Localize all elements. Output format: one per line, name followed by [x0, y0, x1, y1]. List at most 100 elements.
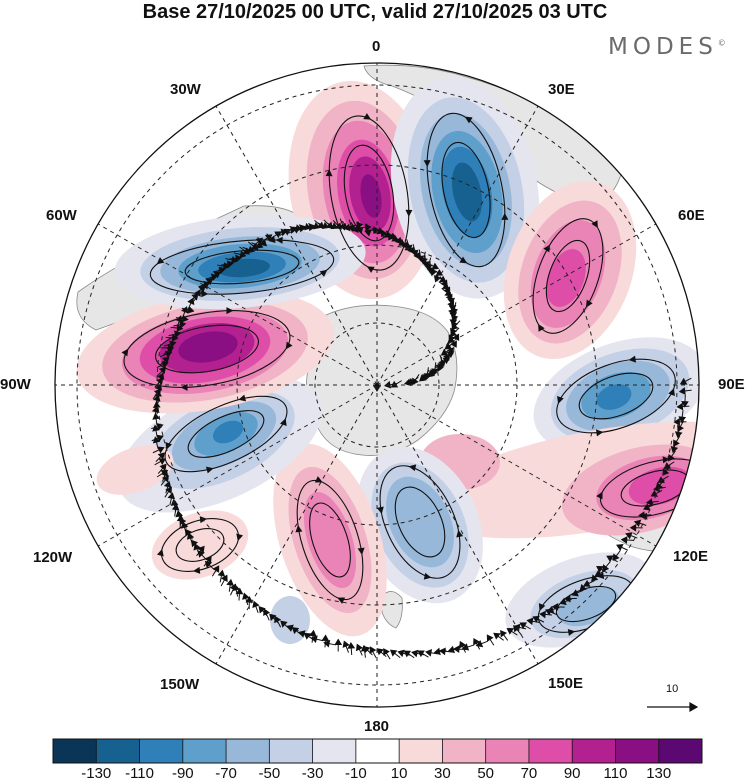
- wind-arrow: [151, 434, 164, 442]
- streamline-arrow: [236, 533, 244, 542]
- wind-arrow: [431, 362, 439, 376]
- streamline-loop: [123, 310, 291, 388]
- wind-arrow: [213, 266, 226, 275]
- wind-arrow: [426, 261, 435, 275]
- streamline-arrow: [538, 323, 545, 332]
- colorbar-swatch: [269, 739, 314, 763]
- wind-arrow: [571, 589, 584, 597]
- wind-arrow: [334, 638, 343, 652]
- wind-arrow: [546, 605, 560, 614]
- wind-arrow: [638, 511, 652, 520]
- streamline-arrow: [337, 597, 346, 604]
- wind-arrow: [673, 418, 687, 426]
- streamline-arrow: [295, 525, 303, 533]
- wind-arrow: [350, 222, 359, 233]
- wind-arrow: [203, 555, 212, 567]
- streamline-loop: [556, 358, 676, 434]
- wind-arrow: [220, 574, 228, 587]
- streamline-loop: [532, 218, 604, 334]
- wind-arrow: [596, 566, 608, 574]
- streamline-arrow: [423, 572, 432, 580]
- streamline-loop: [164, 395, 288, 473]
- wind-arrow: [298, 630, 311, 638]
- wind-arrow: [266, 233, 276, 244]
- wind-arrow: [326, 222, 339, 230]
- streamline-arrow: [280, 418, 287, 426]
- streamline-arrow: [165, 442, 172, 450]
- wind-arrow: [616, 543, 629, 552]
- wind-arrow: [157, 372, 165, 385]
- wind-arrow: [196, 545, 205, 557]
- wind-arrow: [364, 223, 372, 237]
- lat-lon-grid: [55, 63, 699, 707]
- wind-arrow: [175, 314, 189, 323]
- wind-arrow: [676, 402, 690, 411]
- lon-label-90e: 90E: [718, 376, 745, 393]
- streamline-arrow: [408, 464, 417, 472]
- wind-arrow: [459, 640, 467, 653]
- wind-arrow: [173, 320, 187, 329]
- wind-arrow: [242, 592, 250, 606]
- wind-arrow: [425, 648, 438, 657]
- streamline-arrow: [423, 160, 431, 168]
- wind-arrow: [163, 340, 177, 348]
- wind-arrow: [493, 632, 504, 641]
- wind-arrow: [526, 617, 540, 626]
- streamline-arrow: [205, 466, 214, 474]
- map-disk: [55, 63, 699, 707]
- wind-arrow: [440, 348, 452, 356]
- streamline-arrow: [501, 212, 509, 220]
- colorbar-swatch: [53, 739, 97, 763]
- streamline-loop: [309, 502, 351, 578]
- wind-arrow: [506, 628, 518, 636]
- streamline-arrow: [464, 116, 473, 124]
- wind-arrow: [606, 555, 618, 563]
- meridian-line: [97, 223, 378, 386]
- wind-arrow: [438, 281, 450, 290]
- negative-anomaly-60w: [114, 214, 366, 310]
- wind-arrow: [448, 330, 456, 342]
- streamline-arrow: [275, 236, 283, 244]
- wind-arrow: [389, 649, 401, 658]
- streamline-arrow: [238, 394, 247, 402]
- streamline-arrow: [456, 529, 464, 538]
- wind-arrow: [374, 229, 388, 238]
- streamline-loop: [155, 324, 259, 374]
- streamline-arrow: [628, 355, 637, 363]
- wind-arrow: [269, 613, 279, 624]
- wind-arrow: [363, 645, 373, 656]
- colorbar-swatch: [658, 739, 703, 763]
- colorbar-tick-label: -110: [125, 765, 154, 782]
- colorbar-swatch: [615, 739, 660, 763]
- streamline-arrow: [591, 220, 598, 229]
- wind-arrow: [155, 452, 165, 462]
- streamline-arrow: [357, 547, 365, 555]
- wind-arrow: [625, 532, 638, 540]
- wind-arrow: [317, 221, 330, 229]
- wind-arrow: [309, 629, 317, 643]
- wind-arrow: [193, 289, 201, 302]
- wind-arrow: [662, 465, 671, 476]
- wind-arrow: [397, 649, 410, 658]
- wind-arrow: [341, 220, 351, 232]
- meridian-line: [376, 384, 539, 665]
- wind-arrow: [245, 596, 254, 610]
- wind-arrow: [475, 639, 488, 648]
- wind-arrow: [376, 648, 387, 658]
- wind-arrow: [473, 638, 481, 650]
- wind-arrow: [602, 561, 611, 572]
- wind-arrow: [168, 330, 182, 338]
- streamline-arrow: [226, 307, 234, 315]
- wind-arrow: [209, 271, 221, 280]
- wind-arrow: [411, 649, 424, 658]
- streamline-loop: [599, 458, 699, 518]
- streamline-arrow: [319, 269, 328, 277]
- wind-arrow: [163, 346, 174, 355]
- colorbar-swatch: [312, 739, 357, 763]
- colorbar-swatch: [96, 739, 141, 763]
- wind-arrow: [338, 218, 347, 231]
- wind-arrow: [579, 581, 590, 592]
- positive-anomaly-80w: [76, 290, 334, 414]
- wind-arrow: [160, 350, 173, 358]
- negative-anomaly-n-25e: [390, 77, 540, 299]
